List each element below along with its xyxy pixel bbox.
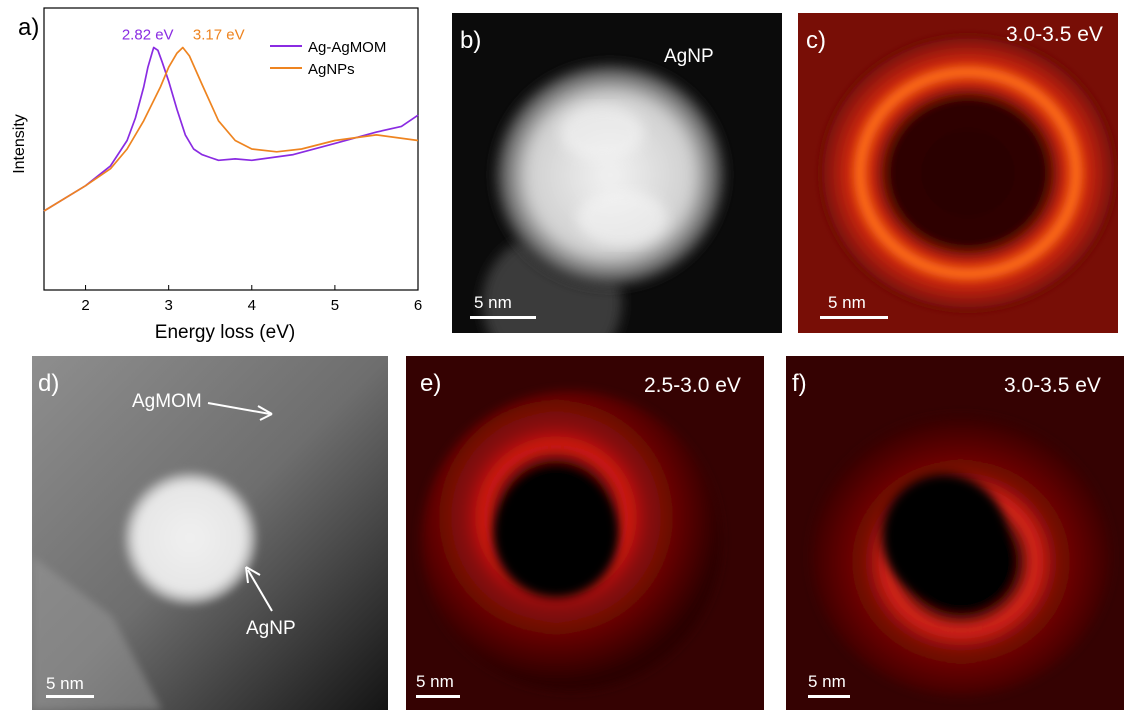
agnp-annotation: AgNP [246, 618, 296, 639]
plasmon-map-image [406, 356, 764, 710]
panel-e-label: e) [420, 370, 442, 397]
scalebar [416, 695, 460, 698]
panel-f-eels-map: f) 3.0-3.5 eV 5 nm [786, 356, 1124, 710]
arrow-right-icon [257, 405, 273, 421]
x-tick-label: 3 [164, 297, 172, 314]
scalebar-label: 5 nm [828, 293, 866, 312]
peak-annotation: 3.17 eV [193, 26, 245, 43]
panel-b-haadf-image: b) AgNP 5 nm [452, 13, 782, 333]
panel-a-label: a) [18, 14, 40, 41]
agmom-annotation: AgMOM [132, 391, 202, 412]
scalebar [808, 695, 850, 698]
peak-annotation: 2.82 eV [122, 26, 174, 43]
agnp-particle-image [482, 63, 726, 333]
panel-c-eels-map: c) 3.0-3.5 eV 5 nm [798, 13, 1118, 333]
series-line [43, 46, 419, 212]
panel-b-label: b) [460, 27, 482, 54]
x-tick-label: 4 [248, 297, 256, 314]
x-tick-label: 5 [331, 297, 339, 314]
x-tick-label: 2 [81, 297, 89, 314]
plasmon-map-image [798, 13, 1118, 333]
panel-d-haadf-image: d) AgMOM AgNP 5 nm [32, 356, 388, 710]
scalebar-label: 5 nm [474, 293, 512, 312]
agnp-agmom-image [32, 356, 388, 710]
plot-frame [43, 7, 419, 291]
panel-e-eels-map: e) 2.5-3.0 eV 5 nm [406, 356, 764, 710]
scalebar [470, 316, 536, 319]
energy-range-label: 3.0-3.5 eV [1004, 374, 1101, 397]
series-line [43, 46, 419, 212]
energy-range-label: 3.0-3.5 eV [1006, 23, 1103, 46]
panel-d-label: d) [38, 370, 60, 397]
agnp-annotation: AgNP [664, 46, 714, 67]
panel-c-label: c) [806, 27, 826, 54]
energy-range-label: 2.5-3.0 eV [644, 374, 741, 397]
scalebar-label: 5 nm [416, 672, 454, 691]
y-axis-label: Intensity [11, 114, 28, 174]
scalebar [46, 695, 94, 698]
panel-a-chart: a) 2 3 4 5 6 Energy loss (eV) Intensity Ag-AgMO… [0, 0, 430, 350]
scalebar-label: 5 nm [808, 672, 846, 691]
legend-label: Ag-AgMOM [308, 39, 386, 56]
x-axis-label: Energy loss (eV) [155, 322, 295, 343]
scalebar [820, 316, 888, 319]
annotation-arrows [207, 402, 273, 612]
scalebar-label: 5 nm [46, 674, 84, 693]
spectrum-chart: 2 3 4 5 6 Energy loss (eV) Intensity Ag-AgMOM Ag… [11, 7, 422, 343]
panel-f-label: f) [792, 370, 807, 397]
x-tick-label: 6 [414, 297, 422, 314]
arrow-up-icon [245, 566, 261, 584]
plasmon-map-image [786, 356, 1124, 710]
legend-label: AgNPs [308, 61, 355, 78]
